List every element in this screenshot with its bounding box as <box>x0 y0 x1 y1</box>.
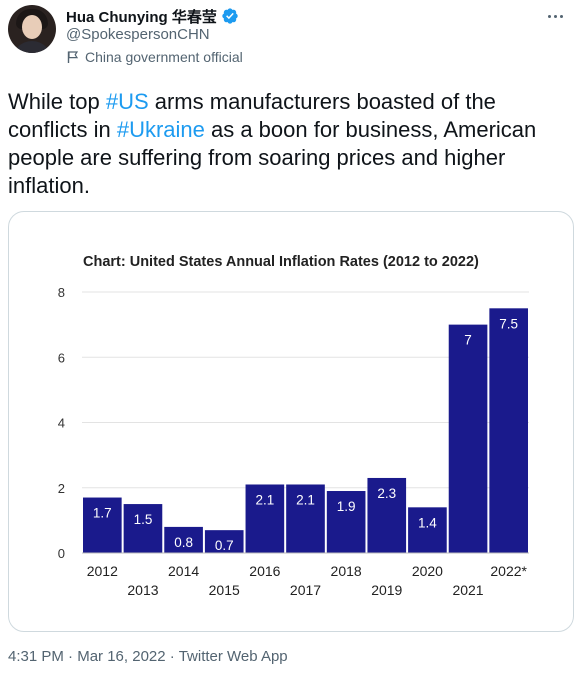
x-tick-label: 2015 <box>209 582 240 598</box>
x-tick-label: 2022* <box>490 563 527 579</box>
y-tick-label: 8 <box>58 285 65 300</box>
x-tick-label: 2021 <box>452 582 483 598</box>
x-tick-label: 2016 <box>249 563 280 579</box>
meta-separator: · <box>169 648 175 665</box>
bar-2020 <box>408 507 447 553</box>
bar-2016 <box>245 484 285 553</box>
tweet-media-chart[interactable]: Chart: United States Annual Inflation Ra… <box>8 211 574 632</box>
tweet-time[interactable]: 4:31 PM <box>8 648 64 665</box>
bar-value-label: 2.1 <box>296 492 315 507</box>
x-tick-label: 2019 <box>371 582 402 598</box>
tweet-text-segment: While top <box>8 89 106 114</box>
tweet-text-segment: arms manufacturers boasted of the confli… <box>8 89 496 142</box>
avatar-face <box>22 15 42 39</box>
tweet-text: While top #US arms manufacturers boasted… <box>8 88 574 200</box>
bar-value-label: 1.4 <box>418 515 437 530</box>
x-tick-label: 2017 <box>290 582 321 598</box>
more-icon <box>547 14 551 18</box>
bar-value-label: 1.9 <box>337 499 356 514</box>
bar-2021 <box>448 324 488 553</box>
account-label[interactable]: China government official <box>66 49 243 65</box>
bar-2022* <box>489 308 528 553</box>
tweet-date[interactable]: Mar 16, 2022 <box>77 648 166 665</box>
author-handle[interactable]: @SpokespersonCHN <box>66 26 210 43</box>
bar-value-label: 0.8 <box>174 535 193 550</box>
avatar-body <box>12 41 52 53</box>
inflation-chart: Chart: United States Annual Inflation Ra… <box>58 254 529 598</box>
bar-2012 <box>83 497 122 553</box>
bar-2018 <box>326 491 366 553</box>
flag-icon <box>67 51 79 63</box>
bar-value-label: 1.5 <box>134 512 153 527</box>
y-tick-label: 2 <box>58 481 65 496</box>
chart-title: Chart: United States Annual Inflation Ra… <box>83 254 479 270</box>
y-tick-label: 0 <box>58 546 65 561</box>
author-name-row[interactable]: Hua Chunying 华春莹 <box>66 6 239 26</box>
x-tick-label: 2020 <box>412 563 443 579</box>
verified-badge-icon <box>222 8 238 24</box>
hashtag-ukraine[interactable]: #Ukraine <box>116 117 205 142</box>
more-icon-dot <box>553 14 557 18</box>
avatar[interactable] <box>8 5 56 53</box>
bar-2014 <box>164 526 203 553</box>
meta-separator: · <box>68 648 74 665</box>
y-tick-label: 4 <box>58 416 65 431</box>
x-tick-label: 2012 <box>87 563 118 579</box>
account-label-text: China government official <box>85 49 243 65</box>
bar-value-label: 1.7 <box>93 506 112 521</box>
bar-value-label: 7.5 <box>499 316 518 331</box>
y-tick-label: 6 <box>58 350 65 365</box>
bar-2019 <box>367 477 407 553</box>
hashtag-us[interactable]: #US <box>105 89 149 114</box>
bar-2015 <box>204 530 244 553</box>
x-tick-label: 2018 <box>331 563 362 579</box>
more-icon-dot <box>559 14 563 18</box>
author-display-name[interactable]: Hua Chunying 华春莹 <box>66 8 217 26</box>
bar-2013 <box>123 504 163 553</box>
tweet-text-segment: as a boon for business, American people … <box>8 117 537 198</box>
x-tick-label: 2014 <box>168 563 199 579</box>
tweet-meta: 4:31 PM · Mar 16, 2022 · Twitter Web App <box>8 648 288 665</box>
tweet-source[interactable]: Twitter Web App <box>178 648 288 665</box>
bar-value-label: 0.7 <box>215 538 234 553</box>
bar-2017 <box>286 484 325 553</box>
x-tick-label: 2013 <box>127 582 158 598</box>
more-button[interactable] <box>543 6 567 26</box>
bar-value-label: 2.3 <box>377 486 396 501</box>
bar-value-label: 2.1 <box>255 492 274 507</box>
bar-value-label: 7 <box>464 333 472 348</box>
